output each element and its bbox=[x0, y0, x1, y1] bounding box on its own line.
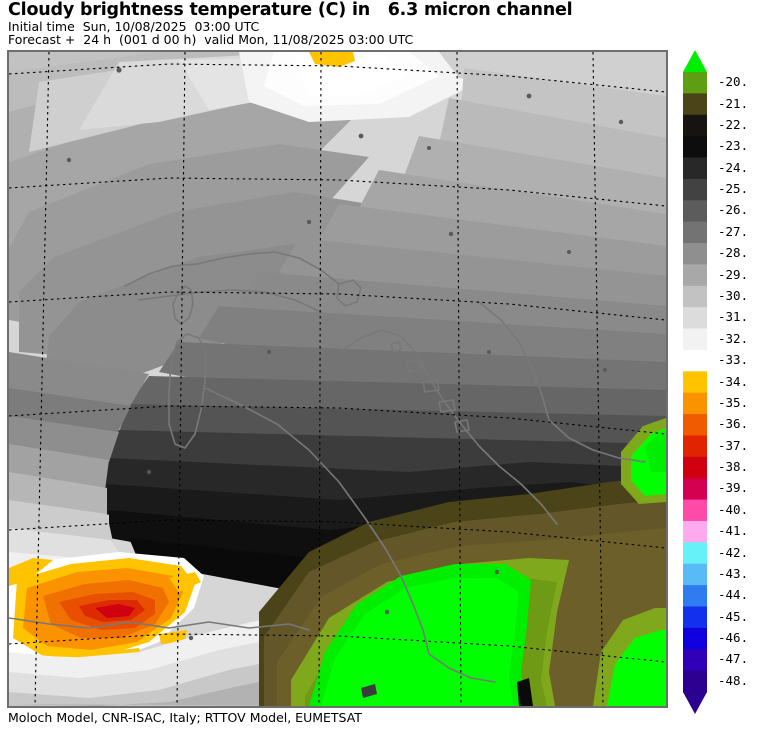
chart-header: Cloudy brightness temperature (C) in 6.3… bbox=[0, 0, 760, 48]
colorbar-tick-label: -34. bbox=[718, 373, 749, 389]
colorbar-tick-label: -26. bbox=[718, 202, 749, 218]
colorbar-swatch bbox=[683, 585, 707, 608]
colorbar-tick-label: -32. bbox=[718, 330, 749, 346]
colorbar-swatch bbox=[683, 670, 707, 693]
colorbar-tick-label: -35. bbox=[718, 394, 749, 410]
colorbar-over-arrow bbox=[683, 50, 707, 72]
colorbar bbox=[683, 50, 707, 714]
page-title: Cloudy brightness temperature (C) in 6.3… bbox=[8, 0, 573, 20]
colorbar-swatch bbox=[683, 200, 707, 223]
colorbar-swatch bbox=[683, 414, 707, 437]
colorbar-tick-label: -44. bbox=[718, 587, 749, 603]
colorbar-swatch bbox=[683, 328, 707, 351]
colorbar-swatch bbox=[683, 627, 707, 650]
colorbar-swatch bbox=[683, 563, 707, 586]
colorbar-tick-label: -24. bbox=[718, 159, 749, 175]
colorbar-tick-label: -39. bbox=[718, 480, 749, 496]
colorbar-tick-label: -21. bbox=[718, 95, 749, 111]
colorbar-tick-label: -33. bbox=[718, 352, 749, 368]
colorbar-tick-labels: -20. -21. -22. -23. -24. -25. -26. -27. -28. -29.… bbox=[718, 50, 760, 714]
colorbar-swatch bbox=[683, 307, 707, 330]
colorbar-swatch bbox=[683, 349, 707, 372]
colorbar-tick-label: -23. bbox=[718, 138, 749, 154]
colorbar-swatch bbox=[683, 178, 707, 201]
colorbar-tick-label: -48. bbox=[718, 672, 749, 688]
colorbar-swatch bbox=[683, 499, 707, 522]
colorbar-swatch bbox=[683, 93, 707, 116]
colorbar-tick-label: -30. bbox=[718, 287, 749, 303]
colorbar-swatch bbox=[683, 542, 707, 565]
colorbar-swatch bbox=[683, 456, 707, 479]
colorbar-swatch bbox=[683, 243, 707, 266]
map-panel[interactable] bbox=[7, 50, 668, 708]
colorbar-tick-label: -41. bbox=[718, 523, 749, 539]
colorbar-swatch bbox=[683, 371, 707, 394]
colorbar-swatch bbox=[683, 114, 707, 137]
colorbar-under-arrow bbox=[683, 692, 707, 714]
colorbar-tick-label: -46. bbox=[718, 630, 749, 646]
colorbar-swatch bbox=[683, 478, 707, 501]
initial-time-label: Initial time Sun, 10/08/2025 03:00 UTC bbox=[8, 19, 260, 34]
colorbar-tick-label: -38. bbox=[718, 459, 749, 475]
colorbar-tick-label: -27. bbox=[718, 223, 749, 239]
forecast-validity-label: Forecast + 24 h (001 d 00 h) valid Mon, … bbox=[8, 32, 414, 47]
colorbar-swatch bbox=[683, 285, 707, 308]
colorbar-tick-label: -22. bbox=[718, 116, 749, 132]
map-field-render bbox=[9, 52, 666, 706]
colorbar-swatch bbox=[683, 136, 707, 159]
colorbar-swatch bbox=[683, 520, 707, 543]
colorbar-tick-label: -40. bbox=[718, 501, 749, 517]
colorbar-swatches bbox=[683, 50, 707, 714]
credit-line: Moloch Model, CNR-ISAC, Italy; RTTOV Mod… bbox=[8, 710, 362, 725]
colorbar-tick-label: -25. bbox=[718, 181, 749, 197]
colorbar-swatch bbox=[683, 649, 707, 672]
colorbar-tick-label: -43. bbox=[718, 565, 749, 581]
colorbar-swatch bbox=[683, 72, 707, 94]
colorbar-tick-label: -31. bbox=[718, 309, 749, 325]
colorbar-tick-label: -29. bbox=[718, 266, 749, 282]
colorbar-swatch bbox=[683, 221, 707, 244]
colorbar-tick-label: -28. bbox=[718, 245, 749, 261]
colorbar-tick-label: -42. bbox=[718, 544, 749, 560]
colorbar-tick-label: -45. bbox=[718, 608, 749, 624]
colorbar-tick-label: -37. bbox=[718, 437, 749, 453]
colorbar-tick-label: -20. bbox=[718, 74, 749, 90]
colorbar-swatch bbox=[683, 264, 707, 287]
colorbar-swatch bbox=[683, 392, 707, 415]
colorbar-tick-label: -47. bbox=[718, 651, 749, 667]
colorbar-swatch bbox=[683, 157, 707, 180]
colorbar-swatch bbox=[683, 606, 707, 629]
colorbar-swatch bbox=[683, 435, 707, 458]
colorbar-tick-label: -36. bbox=[718, 416, 749, 432]
